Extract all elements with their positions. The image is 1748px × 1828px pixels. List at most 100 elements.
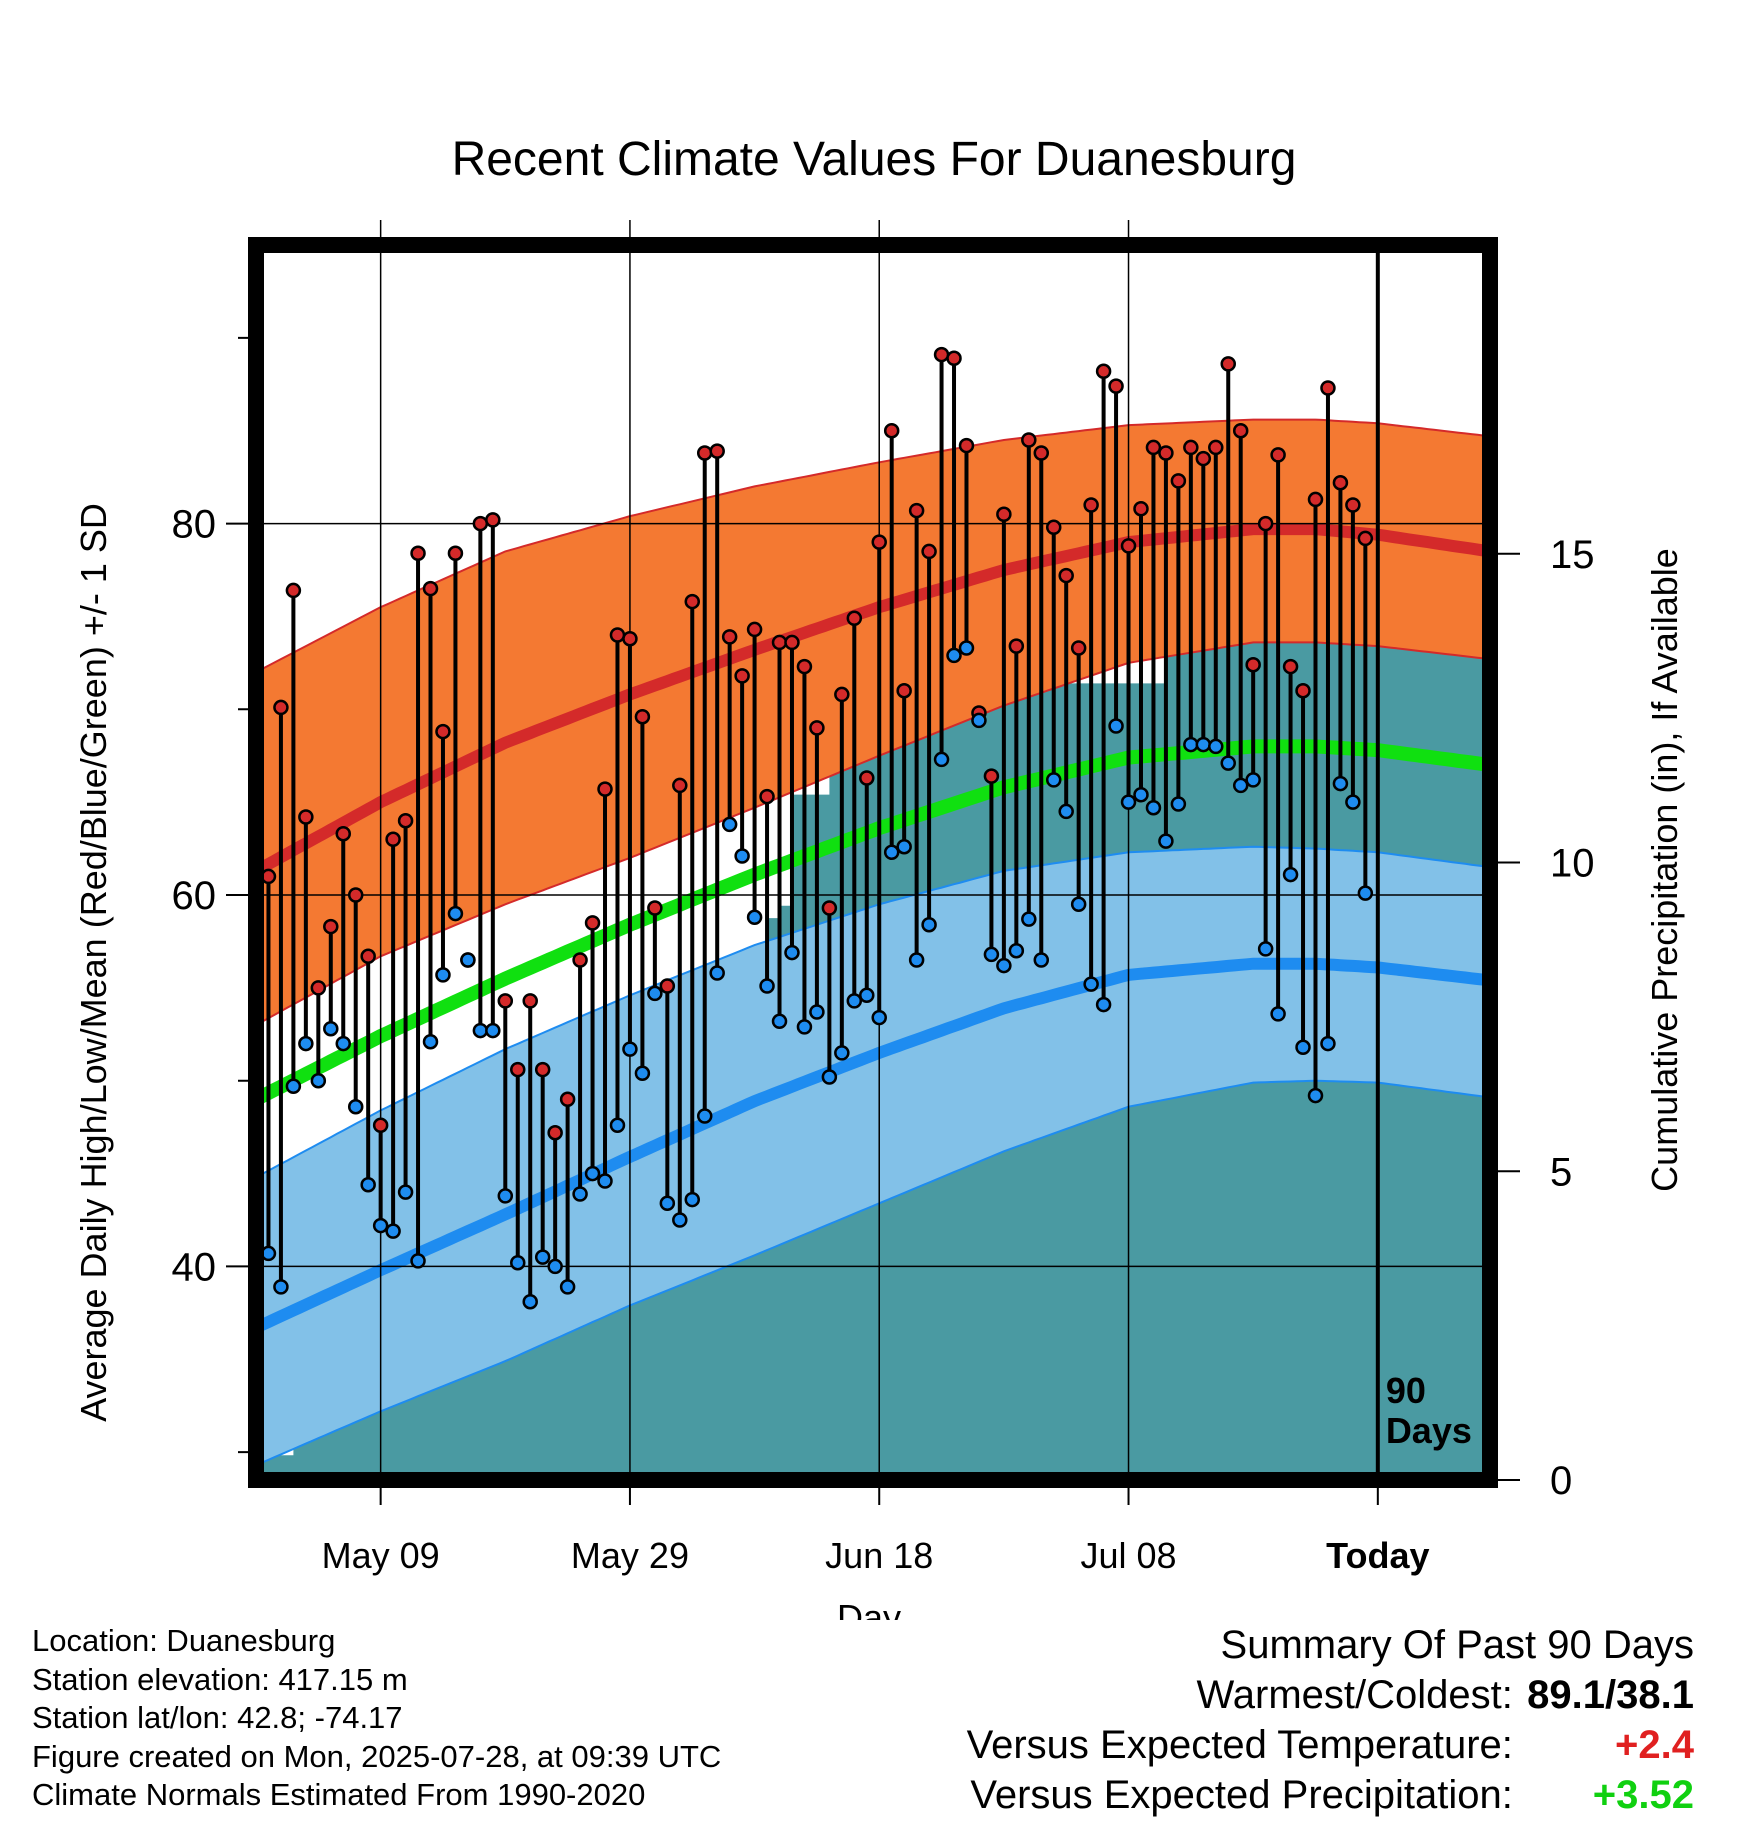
daily-low-point bbox=[1220, 755, 1236, 771]
daily-high-point bbox=[846, 610, 863, 627]
daily-high-point bbox=[896, 682, 912, 699]
daily-high-point bbox=[273, 699, 289, 716]
daily-high-point bbox=[559, 1091, 576, 1108]
daily-high-point bbox=[622, 630, 638, 647]
daily-high-point bbox=[696, 445, 713, 461]
daily-high-point bbox=[1170, 473, 1187, 489]
daily-low-point bbox=[1307, 1087, 1324, 1104]
daily-low-point bbox=[1058, 803, 1074, 820]
daily-low-point bbox=[335, 1035, 352, 1052]
daily-low-point bbox=[1357, 885, 1374, 901]
daily-low-point bbox=[1282, 866, 1299, 883]
daily-low-point bbox=[834, 1045, 850, 1061]
daily-high-point bbox=[1257, 515, 1274, 532]
daily-low-point bbox=[734, 848, 750, 864]
info-latlon: Station lat/lon: 42.8; -74.17 bbox=[32, 1700, 403, 1735]
daily-high-point bbox=[347, 887, 364, 903]
daily-high-point bbox=[547, 1124, 563, 1141]
daily-high-point bbox=[659, 978, 676, 994]
x-tick-label: Jun 18 bbox=[825, 1535, 933, 1576]
daily-low-point bbox=[559, 1279, 576, 1295]
daily-low-point bbox=[1257, 941, 1274, 957]
axes: 40 60 80 0 5 10 15 May 09 May 29 Jun 18 Jul 08 Toda… bbox=[73, 336, 1685, 1620]
summary-heading: Summary Of Past 90 Days bbox=[1220, 1623, 1694, 1667]
daily-low-point bbox=[497, 1188, 514, 1204]
daily-high-point bbox=[584, 915, 601, 931]
daily-high-point bbox=[1158, 445, 1174, 461]
summary-warmest-label: Warmest/Coldest: bbox=[1196, 1673, 1513, 1717]
daily-high-point bbox=[360, 948, 376, 965]
daily-low-point bbox=[323, 1020, 339, 1037]
daily-low-point bbox=[273, 1279, 289, 1295]
daily-high-point bbox=[859, 770, 875, 786]
high-sd-band bbox=[256, 418, 1490, 1027]
daily-high-point bbox=[1245, 656, 1261, 673]
daily-high-point bbox=[958, 437, 975, 454]
daily-high-point bbox=[323, 918, 339, 935]
daily-high-point bbox=[1108, 378, 1124, 394]
daily-high-point bbox=[372, 1117, 389, 1134]
daily-high-point bbox=[1282, 658, 1299, 675]
daily-high-point bbox=[871, 534, 887, 550]
daily-low-point bbox=[472, 1022, 489, 1039]
daily-low-point bbox=[721, 816, 738, 833]
right-tick-label: 5 bbox=[1550, 1150, 1572, 1194]
x-tick-label: May 29 bbox=[571, 1535, 689, 1576]
daily-low-point bbox=[1295, 1039, 1311, 1056]
daily-low-point bbox=[821, 1069, 838, 1085]
daily-low-point bbox=[522, 1293, 538, 1310]
daily-high-point bbox=[1183, 439, 1199, 456]
daily-low-point bbox=[672, 1212, 688, 1228]
summary-precip-row: Versus Expected Precipitation: +3.52 bbox=[967, 1770, 1694, 1820]
daily-high-point bbox=[572, 952, 588, 968]
daily-high-point bbox=[1195, 450, 1212, 467]
daily-low-point bbox=[983, 946, 1000, 963]
station-info: Location: Duanesburg Station elevation: … bbox=[32, 1622, 721, 1815]
daily-low-point bbox=[647, 985, 663, 1002]
daily-low-point bbox=[759, 978, 775, 994]
daily-high-point bbox=[497, 993, 514, 1009]
x-axis-label: Day bbox=[837, 1597, 901, 1620]
daily-low-point bbox=[435, 967, 451, 983]
daily-high-point bbox=[647, 900, 663, 916]
window-label-number: 90 bbox=[1386, 1370, 1426, 1411]
daily-low-point bbox=[846, 993, 863, 1009]
x-tick-label: May 09 bbox=[322, 1535, 440, 1576]
left-tick-label: 40 bbox=[172, 1245, 217, 1289]
daily-low-point bbox=[1158, 833, 1174, 849]
daily-high-point bbox=[472, 515, 489, 532]
left-tick-label: 60 bbox=[172, 874, 217, 918]
daily-high-point bbox=[1083, 497, 1099, 513]
daily-high-point bbox=[385, 831, 401, 848]
daily-low-point bbox=[1320, 1035, 1336, 1052]
daily-high-point bbox=[285, 582, 302, 599]
daily-high-point bbox=[1058, 567, 1074, 584]
daily-low-point bbox=[1021, 911, 1037, 927]
daily-high-point bbox=[721, 629, 738, 645]
daily-high-point bbox=[1295, 682, 1311, 699]
daily-low-point bbox=[609, 1117, 626, 1134]
daily-low-point bbox=[908, 952, 925, 968]
normal-bands bbox=[256, 418, 1490, 1467]
daily-high-point bbox=[908, 502, 925, 519]
daily-high-point bbox=[672, 777, 688, 794]
daily-low-point bbox=[460, 952, 476, 968]
daily-high-point bbox=[1232, 422, 1249, 439]
daily-low-point bbox=[746, 909, 763, 926]
daily-high-point bbox=[1045, 519, 1062, 536]
daily-high-point bbox=[1021, 432, 1037, 448]
daily-high-point bbox=[510, 1061, 526, 1078]
climate-chart: 40 60 80 0 5 10 15 May 09 May 29 Jun 18 Jul 08 Toda… bbox=[73, 220, 1685, 1620]
daily-high-point bbox=[883, 422, 900, 439]
x-tick-label: Today bbox=[1326, 1535, 1429, 1576]
info-elevation: Station elevation: 417.15 m bbox=[32, 1661, 408, 1697]
daily-low-point bbox=[360, 1176, 376, 1193]
daily-high-point bbox=[534, 1061, 551, 1078]
daily-low-point bbox=[298, 1035, 314, 1052]
daily-low-point bbox=[534, 1249, 551, 1265]
daily-high-point bbox=[298, 809, 314, 825]
normal-mean-line bbox=[256, 739, 1490, 1106]
daily-range-bars bbox=[254, 354, 1368, 1302]
daily-low-point bbox=[1345, 794, 1361, 810]
left-axis-label: Average Daily High/Low/Mean (Red/Blue/Gr… bbox=[73, 503, 114, 1422]
